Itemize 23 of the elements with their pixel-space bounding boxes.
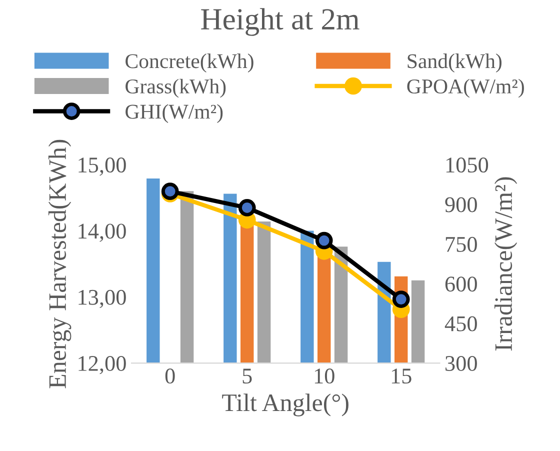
legend-label: Grass(kWh) <box>126 78 226 98</box>
y2-tick-label: 1050 <box>446 158 488 173</box>
y-tick-label: 15,00 <box>78 158 126 176</box>
y2-tick-label: 750 <box>446 236 477 252</box>
chart-title: Height at 2m <box>201 8 360 36</box>
legend-label: GHI(W/m²) <box>126 104 223 123</box>
y-axis-title: Energy Harvested(KWh) <box>48 140 72 388</box>
y2-tick-label: 450 <box>444 316 477 332</box>
y2-tick-label: 300 <box>446 356 477 371</box>
x-tick-label: 0 <box>165 368 175 384</box>
y-tick-label: 14,00 <box>78 224 126 242</box>
y-tick-label: 13,00 <box>78 290 126 308</box>
legend-label: GPOA(W/m²) <box>407 78 524 98</box>
x-tick-label: 15 <box>392 368 412 384</box>
x-tick-label: 5 <box>242 368 252 384</box>
y-tick-label: 12,00 <box>78 356 126 374</box>
y2-tick-label: 900 <box>445 197 477 212</box>
x-tick-label: 10 <box>314 368 334 384</box>
legend-label: Sand(kWh) <box>408 54 502 72</box>
y2-axis-title: Irradiance(W/m²) <box>494 177 518 351</box>
y2-tick-label: 600 <box>445 276 477 292</box>
x-axis-title: Tilt Angle(°) <box>222 394 348 416</box>
legend-label: Concrete(kWh) <box>126 54 254 72</box>
